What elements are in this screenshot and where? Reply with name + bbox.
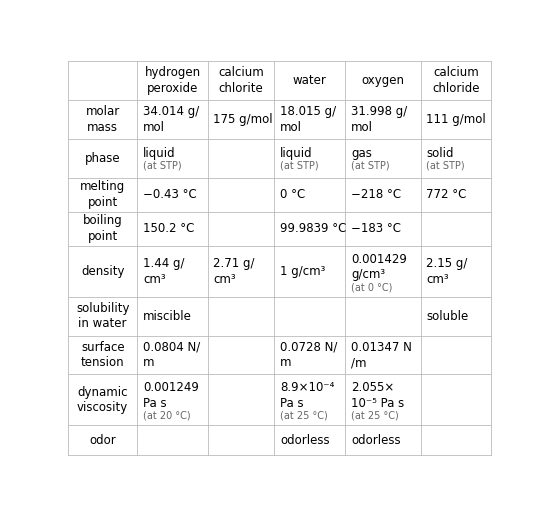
Text: 0.001429
g/cm³: 0.001429 g/cm³: [351, 253, 407, 281]
Text: surface
tension: surface tension: [81, 341, 124, 369]
Text: 0.001249
Pa s: 0.001249 Pa s: [143, 381, 199, 410]
Text: (at STP): (at STP): [143, 160, 181, 171]
Text: (at STP): (at STP): [280, 160, 318, 171]
Text: phase: phase: [85, 152, 121, 165]
Text: 150.2 °C: 150.2 °C: [143, 222, 194, 235]
Text: molar
mass: molar mass: [86, 105, 120, 134]
Text: −218 °C: −218 °C: [351, 188, 401, 201]
Text: water: water: [293, 74, 327, 87]
Text: −183 °C: −183 °C: [351, 222, 401, 235]
Text: boiling
point: boiling point: [83, 215, 123, 243]
Text: (at 25 °C): (at 25 °C): [280, 411, 328, 421]
Text: gas: gas: [351, 148, 372, 160]
Text: 0.0728 N/
m: 0.0728 N/ m: [280, 341, 337, 369]
Text: liquid: liquid: [143, 148, 175, 160]
Text: 18.015 g/
mol: 18.015 g/ mol: [280, 105, 336, 134]
Text: calcium
chloride: calcium chloride: [432, 66, 480, 95]
Text: density: density: [81, 265, 124, 278]
Text: 111 g/mol: 111 g/mol: [426, 113, 486, 126]
Text: 1 g/cm³: 1 g/cm³: [280, 265, 325, 278]
Text: oxygen: oxygen: [361, 74, 405, 87]
Text: 99.9839 °C: 99.9839 °C: [280, 222, 346, 235]
Text: melting
point: melting point: [80, 180, 126, 209]
Text: 2.71 g/
cm³: 2.71 g/ cm³: [213, 257, 255, 286]
Text: 31.998 g/
mol: 31.998 g/ mol: [351, 105, 407, 134]
Text: odor: odor: [90, 434, 116, 447]
Text: hydrogen
peroxide: hydrogen peroxide: [145, 66, 201, 95]
Text: odorless: odorless: [351, 434, 401, 447]
Text: (at 0 °C): (at 0 °C): [351, 282, 393, 292]
Text: (at 25 °C): (at 25 °C): [351, 411, 399, 421]
Text: 0.01347 N
/m: 0.01347 N /m: [351, 341, 412, 369]
Text: −0.43 °C: −0.43 °C: [143, 188, 197, 201]
Text: calcium
chlorite: calcium chlorite: [218, 66, 264, 95]
Text: solubility
in water: solubility in water: [76, 302, 129, 331]
Text: 0.0804 N/
m: 0.0804 N/ m: [143, 341, 200, 369]
Text: 772 °C: 772 °C: [426, 188, 467, 201]
Text: 2.15 g/
cm³: 2.15 g/ cm³: [426, 257, 467, 286]
Text: liquid: liquid: [280, 148, 312, 160]
Text: dynamic
viscosity: dynamic viscosity: [77, 386, 128, 414]
Text: (at STP): (at STP): [351, 160, 390, 171]
Text: solid: solid: [426, 148, 454, 160]
Text: 2.055×
10⁻⁵ Pa s: 2.055× 10⁻⁵ Pa s: [351, 381, 405, 410]
Text: soluble: soluble: [426, 310, 468, 323]
Text: (at STP): (at STP): [426, 160, 465, 171]
Text: 8.9×10⁻⁴
Pa s: 8.9×10⁻⁴ Pa s: [280, 381, 334, 410]
Text: 34.014 g/
mol: 34.014 g/ mol: [143, 105, 199, 134]
Text: (at 20 °C): (at 20 °C): [143, 411, 191, 421]
Text: odorless: odorless: [280, 434, 330, 447]
Text: miscible: miscible: [143, 310, 192, 323]
Text: 0 °C: 0 °C: [280, 188, 305, 201]
Text: 175 g/mol: 175 g/mol: [213, 113, 273, 126]
Text: 1.44 g/
cm³: 1.44 g/ cm³: [143, 257, 185, 286]
